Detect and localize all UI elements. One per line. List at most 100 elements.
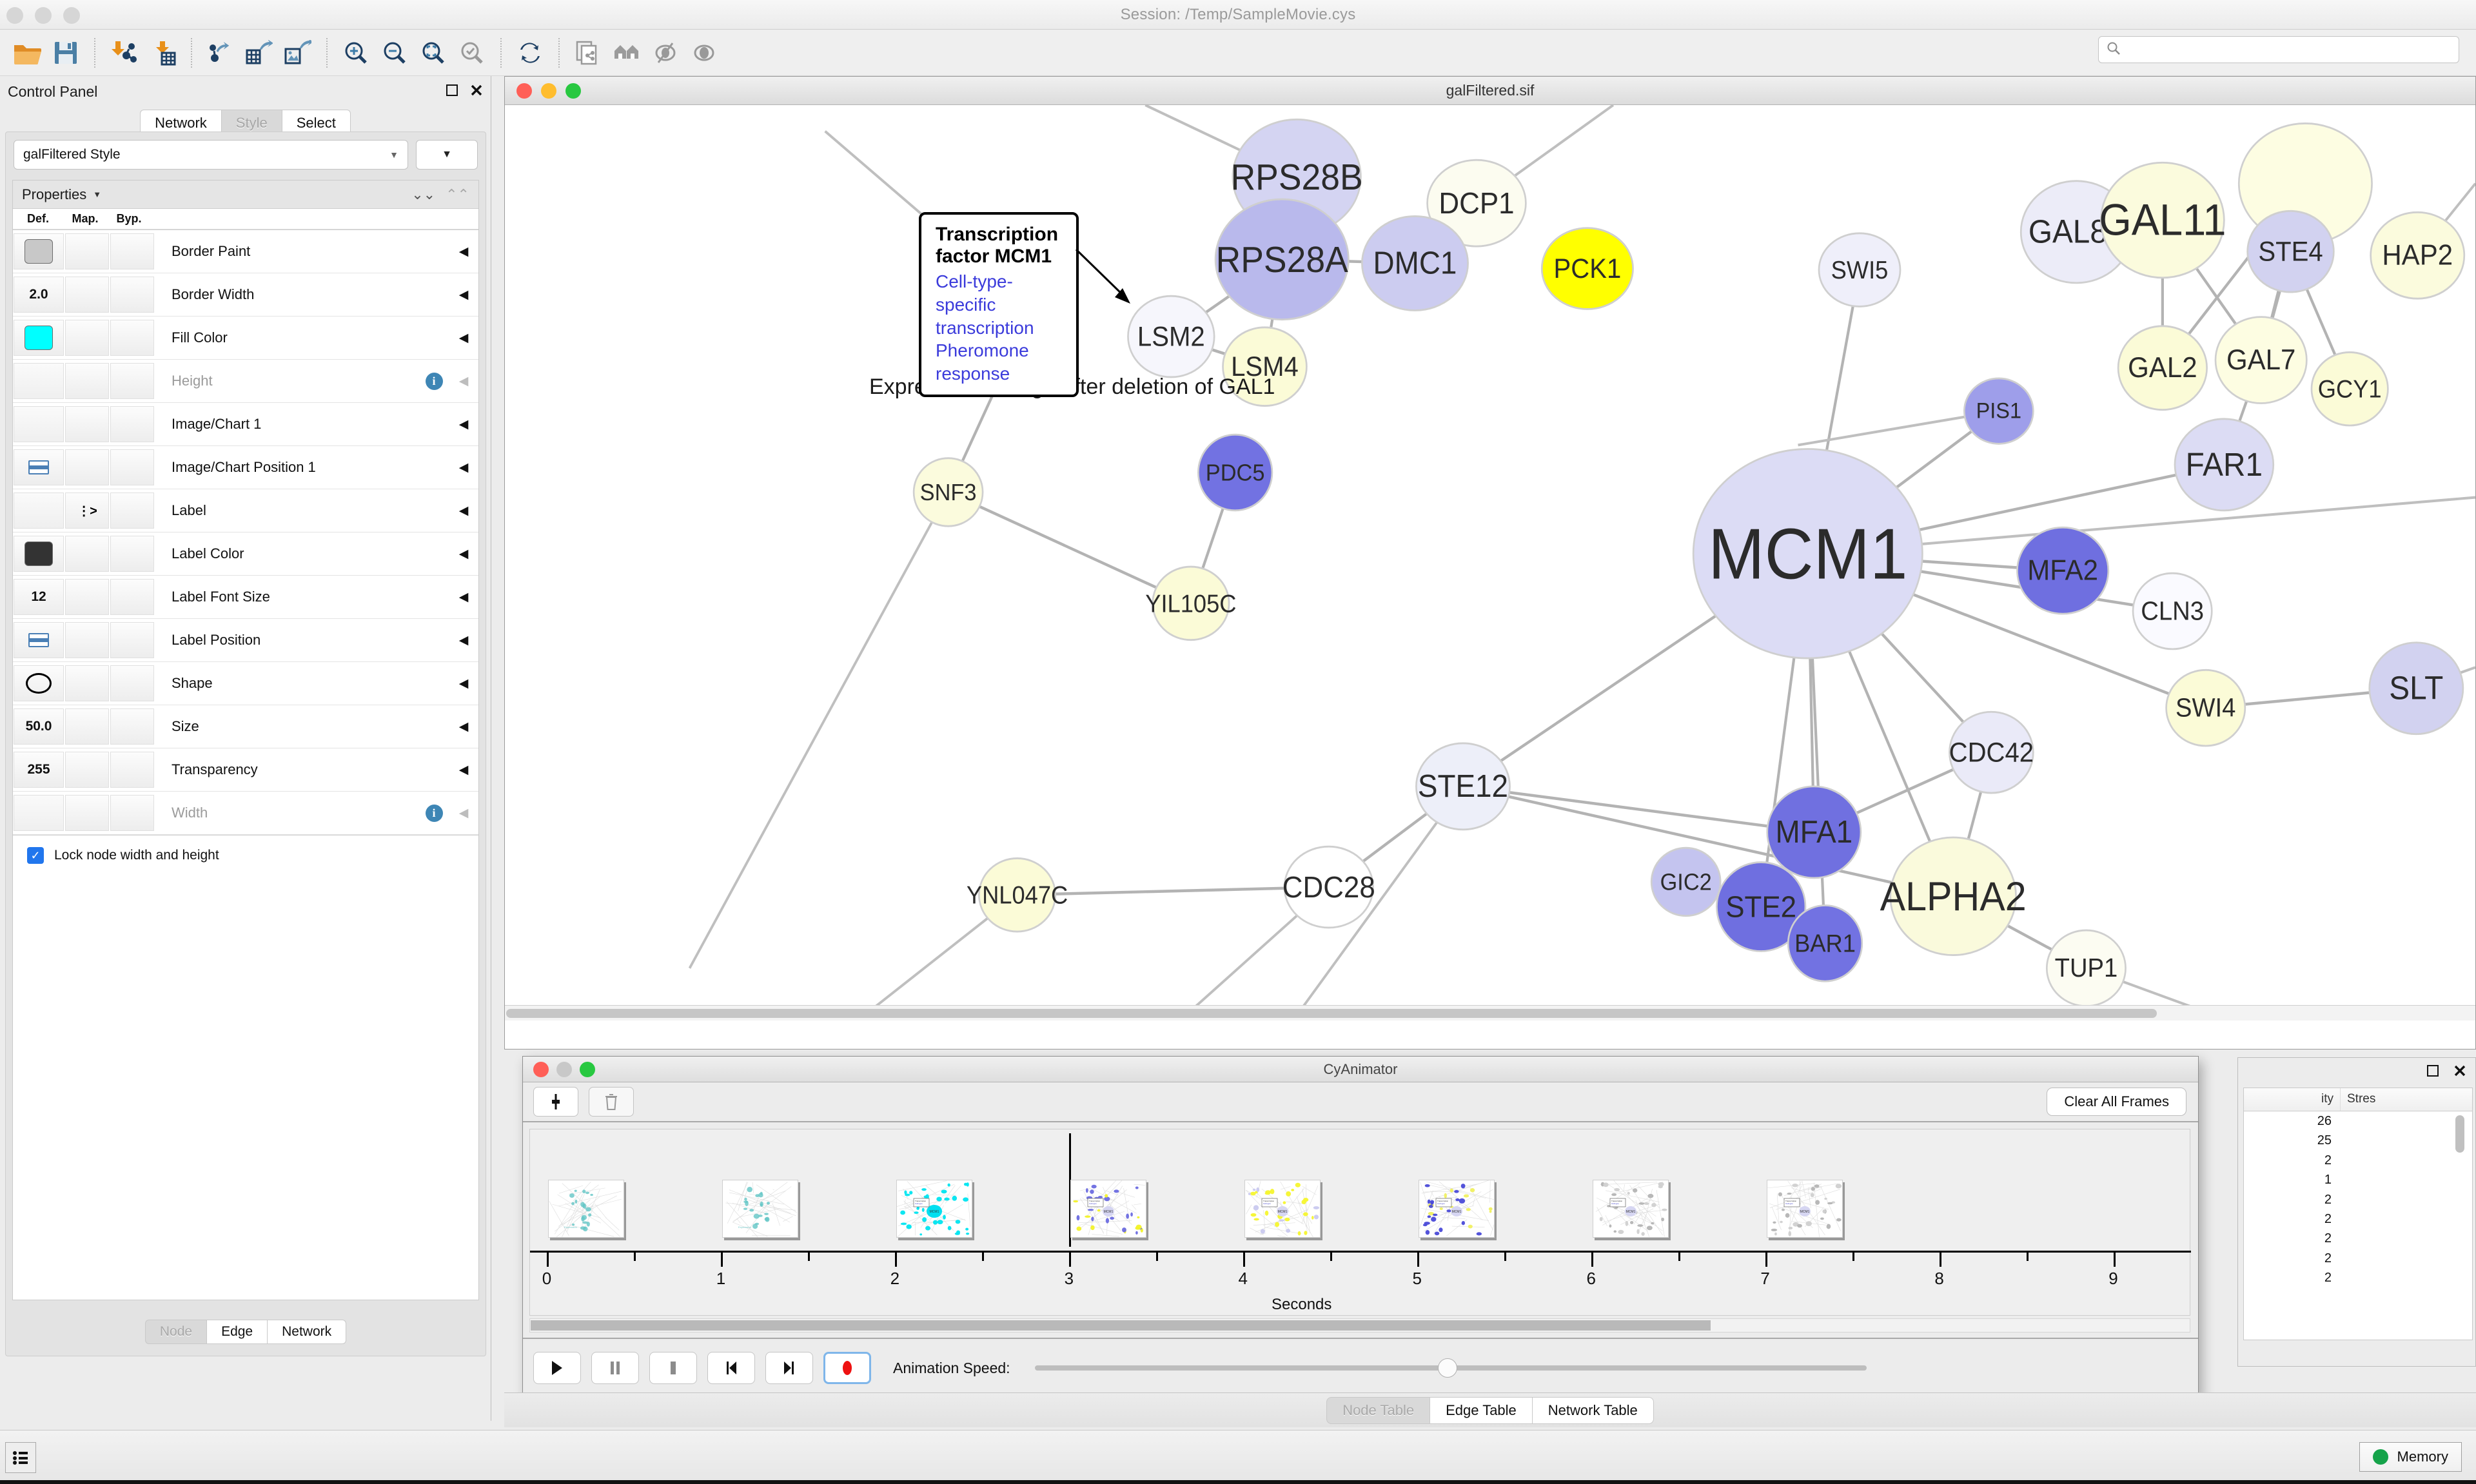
search-input[interactable] bbox=[2126, 43, 2451, 57]
float-table-icon[interactable] bbox=[2426, 1064, 2439, 1080]
property-default-cell[interactable] bbox=[14, 795, 64, 831]
timeline-scrollbar-thumb[interactable] bbox=[531, 1320, 1711, 1331]
property-row[interactable]: 2.0 Border Width ◀ bbox=[13, 273, 478, 317]
property-default-cell[interactable] bbox=[14, 406, 64, 442]
delete-frame-button[interactable] bbox=[589, 1087, 634, 1117]
table-row[interactable]: 2 bbox=[2324, 1211, 2332, 1226]
property-row[interactable]: 12 Label Font Size ◀ bbox=[13, 576, 478, 619]
property-bypass-cell[interactable] bbox=[110, 493, 154, 529]
network-node[interactable]: PIS1 bbox=[1963, 377, 2034, 445]
close-cyanimator-button[interactable] bbox=[533, 1061, 549, 1077]
property-mapping-cell[interactable] bbox=[65, 449, 109, 485]
network-node[interactable]: GAL11 bbox=[2099, 161, 2226, 279]
table-row[interactable]: 2 bbox=[2324, 1192, 2332, 1207]
network-canvas[interactable]: RPS28B DCP1 RPS28A DMC1 PCK1 SWI5 GAL80 GAL11 ST… bbox=[505, 105, 2475, 1020]
timeline-frame[interactable]: MCM1 Transcription Cell-type bbox=[1766, 1180, 1843, 1238]
pause-button[interactable] bbox=[591, 1352, 639, 1384]
zoom-fit-icon[interactable] bbox=[414, 34, 453, 72]
property-row[interactable]: Fill Color ◀ bbox=[13, 317, 478, 360]
network-node[interactable]: LSM4 bbox=[1222, 326, 1308, 407]
property-expand-arrow-icon[interactable]: ◀ bbox=[458, 244, 469, 259]
table-row[interactable]: 2 bbox=[2324, 1153, 2332, 1167]
property-expand-arrow-icon[interactable]: ◀ bbox=[458, 590, 469, 604]
property-row[interactable]: ⋮> Label ◀ bbox=[13, 489, 478, 532]
property-default-cell[interactable]: 255 bbox=[14, 752, 64, 788]
animation-speed-slider[interactable] bbox=[1034, 1358, 1867, 1378]
open-folder-icon[interactable] bbox=[8, 34, 46, 72]
style-options-menu-button[interactable]: ▼ bbox=[416, 140, 478, 170]
window-controls[interactable] bbox=[6, 7, 80, 24]
property-mapping-cell[interactable] bbox=[65, 795, 109, 831]
maximize-network-view-button[interactable] bbox=[565, 83, 581, 99]
refresh-icon[interactable] bbox=[511, 34, 549, 72]
property-expand-arrow-icon[interactable]: ◀ bbox=[458, 633, 469, 647]
network-node[interactable]: BAR1 bbox=[1787, 904, 1863, 982]
clear-all-frames-button[interactable]: Clear All Frames bbox=[2047, 1088, 2186, 1116]
animation-speed-slider-knob[interactable] bbox=[1437, 1358, 1457, 1378]
destroy-network-icon[interactable] bbox=[607, 34, 646, 72]
network-node[interactable]: SWI5 bbox=[1818, 232, 1901, 308]
network-node[interactable]: STE4 bbox=[2246, 210, 2335, 293]
property-expand-arrow-icon[interactable]: ◀ bbox=[458, 763, 469, 777]
network-node[interactable]: MFA1 bbox=[1766, 785, 1862, 879]
timeline-frame[interactable]: MCM1 Transcription Cell-type bbox=[1244, 1180, 1321, 1238]
tab-network-table[interactable]: Network Table bbox=[1531, 1396, 1654, 1424]
table-column-stress[interactable]: Stres bbox=[2347, 1092, 2376, 1106]
property-bypass-cell[interactable] bbox=[110, 536, 154, 572]
timeline-frame[interactable]: MCM1 Transcription Cell-type bbox=[896, 1180, 972, 1238]
property-default-cell[interactable] bbox=[14, 622, 64, 658]
maximize-cyanimator-button[interactable] bbox=[580, 1061, 595, 1077]
property-bypass-cell[interactable] bbox=[110, 708, 154, 745]
property-bypass-cell[interactable] bbox=[110, 752, 154, 788]
property-row[interactable]: Width i ◀ bbox=[13, 792, 478, 835]
timeline-frame[interactable]: Expression bbox=[548, 1180, 624, 1238]
network-node[interactable]: SNF3 bbox=[912, 457, 984, 527]
property-mapping-cell[interactable] bbox=[65, 363, 109, 399]
record-button[interactable] bbox=[823, 1352, 871, 1384]
property-expand-arrow-icon[interactable]: ◀ bbox=[458, 331, 469, 345]
property-default-cell[interactable] bbox=[14, 536, 64, 572]
timeline-frame[interactable]: MCM1 Transcription Cell-type bbox=[1070, 1180, 1146, 1238]
property-mapping-cell[interactable] bbox=[65, 665, 109, 701]
network-node[interactable]: HAP2 bbox=[2370, 211, 2466, 300]
lock-node-size-row[interactable]: ✓ Lock node width and height bbox=[13, 835, 478, 875]
add-frame-button[interactable] bbox=[533, 1087, 578, 1117]
properties-dropdown-icon[interactable]: ▼ bbox=[93, 190, 102, 199]
property-default-cell[interactable] bbox=[14, 363, 64, 399]
tab-node-table[interactable]: Node Table bbox=[1326, 1396, 1430, 1424]
table-row[interactable]: 2 bbox=[2324, 1251, 2332, 1265]
property-expand-arrow-icon[interactable]: ◀ bbox=[458, 676, 469, 690]
table-row[interactable]: 26 bbox=[2317, 1114, 2332, 1128]
close-network-view-button[interactable] bbox=[516, 83, 532, 99]
property-row[interactable]: Label Color ◀ bbox=[13, 532, 478, 576]
property-mapping-cell[interactable] bbox=[65, 536, 109, 572]
network-node[interactable]: CDC42 bbox=[1949, 710, 2034, 794]
network-node[interactable]: SWI4 bbox=[2165, 669, 2246, 747]
step-back-button[interactable] bbox=[707, 1352, 755, 1384]
property-bypass-cell[interactable] bbox=[110, 320, 154, 356]
table-row[interactable]: 2 bbox=[2324, 1231, 2332, 1246]
play-button[interactable] bbox=[533, 1352, 581, 1384]
property-expand-arrow-icon[interactable]: ◀ bbox=[458, 547, 469, 561]
timeline-frame[interactable]: MCM1 Transcription Cell-type bbox=[1592, 1180, 1669, 1238]
cyanimator-window-controls[interactable] bbox=[523, 1061, 595, 1077]
expand-all-icon[interactable]: ⌄⌄ bbox=[411, 186, 436, 202]
info-icon[interactable]: i bbox=[425, 804, 443, 822]
hide-selected-icon[interactable] bbox=[646, 34, 685, 72]
property-mapping-cell[interactable] bbox=[65, 622, 109, 658]
task-list-icon[interactable] bbox=[5, 1441, 36, 1473]
property-default-cell[interactable] bbox=[14, 665, 64, 701]
close-panel-icon[interactable] bbox=[470, 83, 483, 101]
export-image-icon[interactable] bbox=[279, 34, 317, 72]
property-bypass-cell[interactable] bbox=[110, 406, 154, 442]
minimize-network-view-button[interactable] bbox=[541, 83, 556, 99]
property-row[interactable]: Image/Chart Position 1 ◀ bbox=[13, 446, 478, 489]
network-edge[interactable] bbox=[688, 491, 950, 969]
network-node[interactable]: DMC1 bbox=[1361, 215, 1469, 311]
network-scrollbar-thumb[interactable] bbox=[506, 1009, 2157, 1018]
network-edge[interactable] bbox=[1462, 785, 1954, 898]
property-row[interactable]: Label Position ◀ bbox=[13, 619, 478, 662]
network-node[interactable]: STE12 bbox=[1415, 742, 1511, 831]
network-node[interactable]: PDC5 bbox=[1197, 433, 1273, 512]
